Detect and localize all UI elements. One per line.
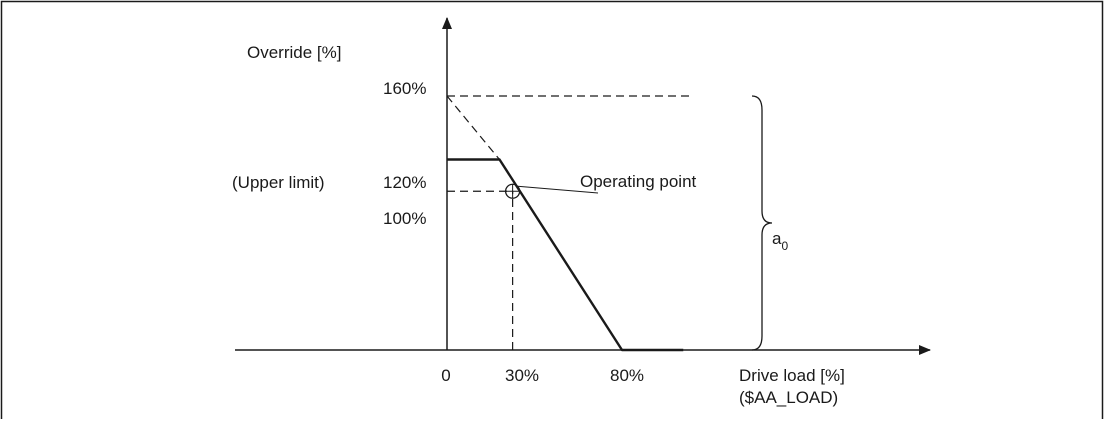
x-tick-label-80: 80% bbox=[610, 366, 644, 385]
operating-point-label: Operating point bbox=[580, 172, 697, 191]
guide-lines bbox=[447, 95, 692, 350]
x-axis-subtitle: ($AA_LOAD) bbox=[739, 388, 838, 407]
a0-brace bbox=[751, 95, 773, 351]
x-tick-label-30: 30% bbox=[505, 366, 539, 385]
y-axis-title: Override [%] bbox=[247, 43, 341, 62]
x-tick-label-0: 0 bbox=[441, 366, 450, 385]
series-lines bbox=[446, 95, 684, 352]
a0-label: a0 bbox=[772, 229, 788, 253]
y-tick-label-160: 160% bbox=[383, 79, 426, 98]
x-axis-title: Drive load [%] bbox=[739, 366, 845, 385]
upper-limit-label: (Upper limit) bbox=[232, 173, 325, 192]
y-tick-label-120: 120% bbox=[383, 173, 426, 192]
y-tick-label-100: 100% bbox=[383, 209, 426, 228]
extrapolated-dashed-line bbox=[446, 95, 500, 160]
operating-point-leader-line bbox=[517, 185, 599, 194]
characteristic-line bbox=[447, 158, 684, 352]
